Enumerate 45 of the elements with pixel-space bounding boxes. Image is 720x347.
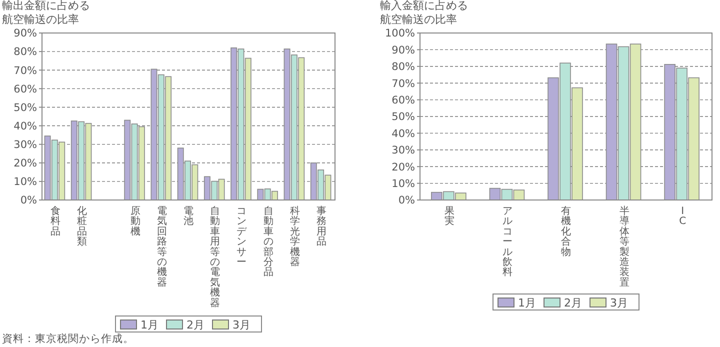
y-tick-label: 40% [392,128,416,140]
x-tick-label: 電池 [184,206,194,228]
y-axis-title: 輸出金額に占める航空輸送の比率 [2,0,90,26]
x-tick-label: 食料品 [50,205,60,238]
x-tick-label: 自動車の部分品 [263,205,274,278]
x-tick-label: アルコール飲料 [502,206,513,278]
x-tick-label: コンデンサー [236,206,248,268]
y-tick-label: 90% [14,28,38,40]
y-tick-label: 70% [14,64,38,77]
y-tick-label: 30% [14,139,38,152]
x-tick-label: 電気回路等の機器 [156,206,167,288]
y-tick-label: 20% [392,161,416,174]
y-tick-label: 50% [14,102,38,114]
legend-label: 1月 [518,296,536,310]
y-tick-label: 70% [392,78,416,90]
y-tick-label: 10% [14,176,38,188]
y-tick-label: 20% [14,158,38,170]
x-tick-label: 事務用品 [316,205,327,248]
y-tick-label: 30% [392,144,416,157]
legend-label: 2月 [564,296,582,310]
y-tick-label: 40% [14,120,38,132]
y-tick-label: 0% [398,194,416,207]
y-tick-label: 0% [20,194,38,207]
legend-label: 1月 [140,318,158,332]
y-tick-label: 100% [384,28,416,40]
y-tick-label: 80% [392,61,416,74]
x-tick-label: 有機化合物 [561,205,571,258]
x-tick-label: 化粧品類 [77,205,88,248]
x-tick-label: 科学光学機器 [290,205,300,268]
legend-label: 3月 [232,318,250,332]
y-tick-label: 90% [392,44,416,56]
y-tick-label: 10% [392,178,416,190]
legend-label: 2月 [186,318,204,332]
x-tick-label: 原動機 [130,206,140,238]
text: 資料：東京税関から作成。 [2,332,134,345]
y-tick-label: 60% [14,83,38,96]
y-tick-label: 60% [392,94,416,106]
x-tick-label: 果実 [444,206,454,228]
x-tick-label: IC [679,206,686,228]
y-tick-label: 80% [14,46,38,58]
category-label: 自動車用等の電気機器 [210,206,220,309]
legend-label: 3月 [610,296,628,310]
y-axis-title: 輸入金額に占める航空輸送の比率 [380,0,468,26]
y-tick-label: 50% [392,111,416,124]
x-tick-label: 半導体等製造装置 [619,205,630,288]
